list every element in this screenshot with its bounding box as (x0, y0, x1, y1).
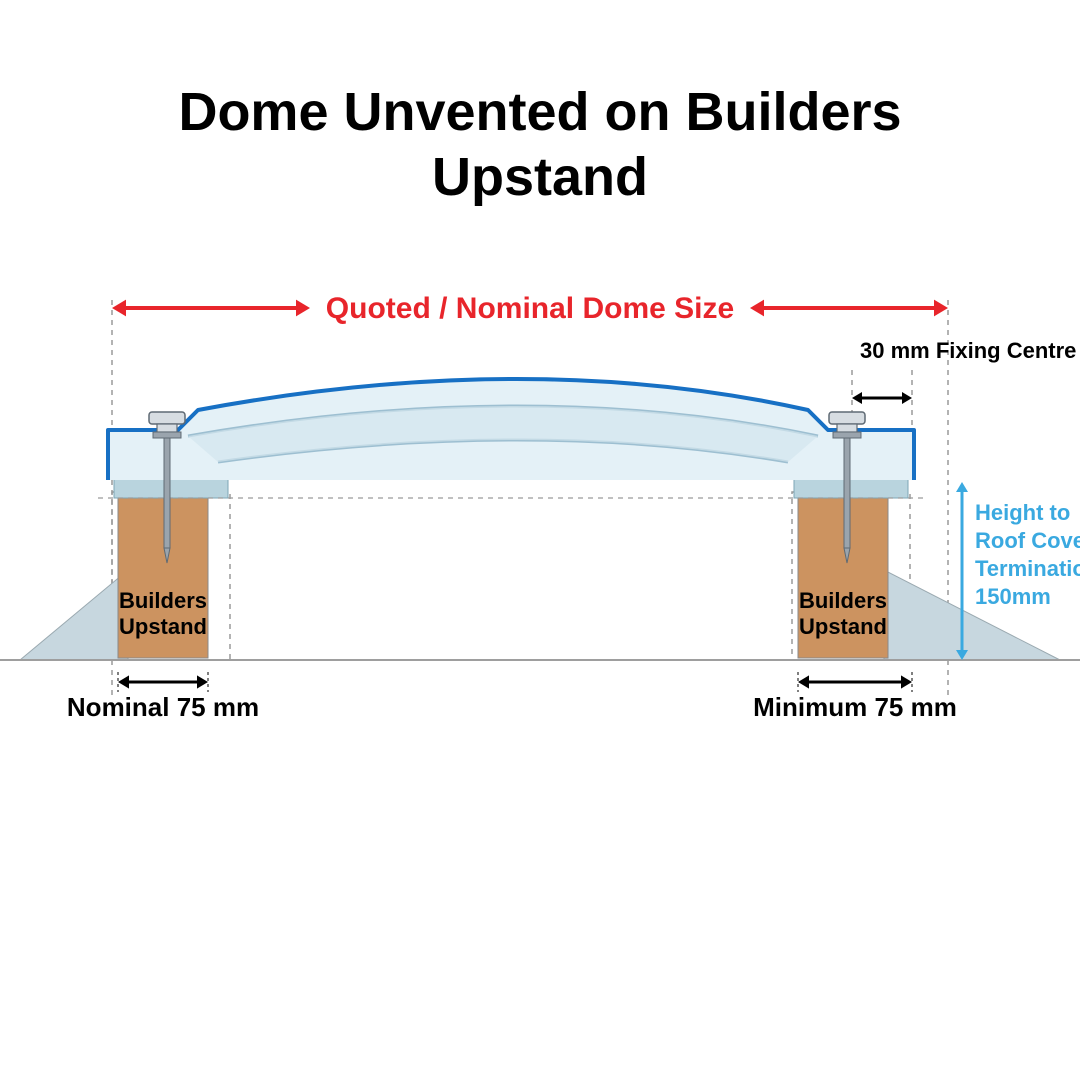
dim-fixing-centre: 30 mm Fixing Centre (860, 338, 1076, 363)
dim-dome-size: Quoted / Nominal Dome Size (326, 292, 734, 325)
page-title-line1: Dome Unvented on Builders (178, 82, 901, 142)
dim-height-line: 150mm (975, 584, 1051, 609)
h-arrow (852, 392, 912, 404)
dim-height-line: Roof Covering (975, 528, 1080, 553)
h-arrow (112, 300, 310, 317)
page-title-line2: Upstand (432, 147, 648, 207)
upstand-label: Upstand (799, 614, 887, 639)
h-arrow (750, 300, 948, 317)
h-arrow (798, 675, 912, 688)
h-arrow (118, 675, 208, 688)
dim-minimum-75: Minimum 75 mm (753, 692, 957, 722)
dim-height-line: Height to (975, 500, 1070, 525)
upstand-label: Builders (119, 588, 207, 613)
dim-height-line: Termination (975, 556, 1080, 581)
dim-nominal-75: Nominal 75 mm (67, 692, 259, 722)
upstand-label: Upstand (119, 614, 207, 639)
upstand-label: Builders (799, 588, 887, 613)
flashing-left (20, 570, 128, 660)
